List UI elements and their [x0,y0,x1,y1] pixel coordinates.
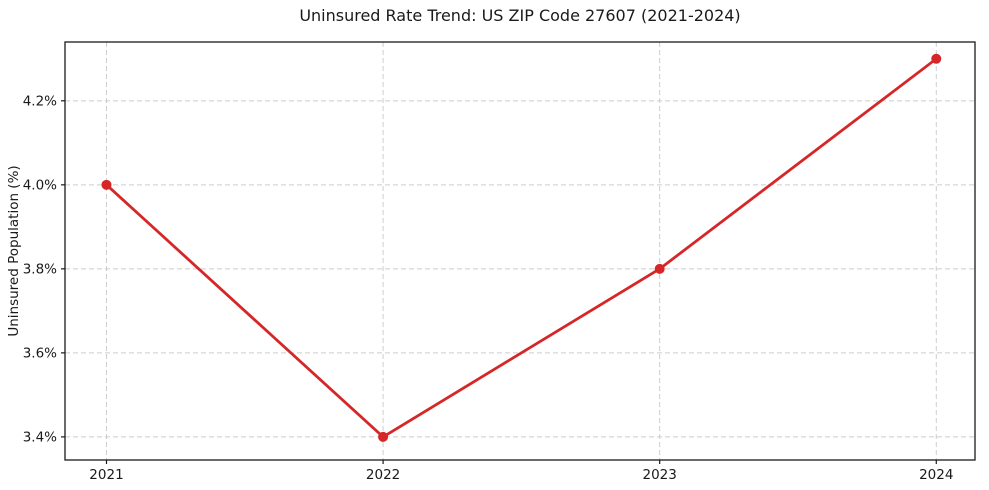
x-tick-label: 2024 [919,467,953,483]
x-tick-label: 2021 [89,467,123,483]
y-tick-label: 4.2% [23,93,57,109]
chart-title: Uninsured Rate Trend: US ZIP Code 27607 … [299,6,741,25]
data-point-marker [101,179,112,190]
y-tick-label: 4.0% [23,177,57,193]
data-point-marker [931,53,942,64]
x-tick-label: 2023 [643,467,677,483]
data-point-marker [654,263,665,274]
y-tick-label: 3.4% [23,429,57,445]
y-tick-label: 3.8% [23,261,57,277]
trend-line [105,57,938,439]
y-tick-label: 3.6% [23,345,57,361]
plot-border [64,41,976,461]
data-point-marker [378,431,389,442]
x-tick-label: 2022 [366,467,400,483]
